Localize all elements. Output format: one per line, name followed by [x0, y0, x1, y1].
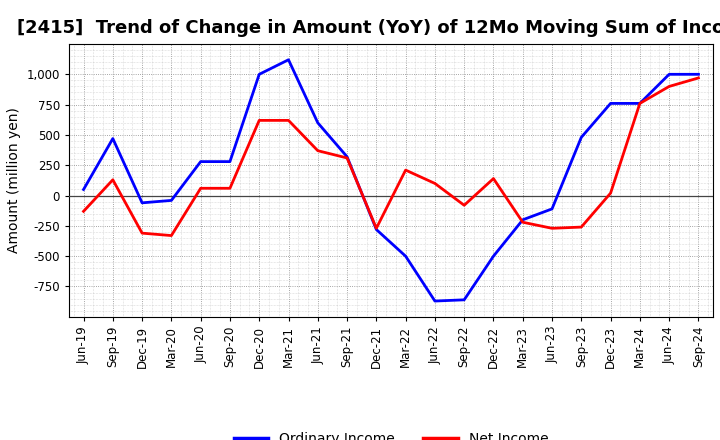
Ordinary Income [225, 159, 234, 164]
Title: [2415]  Trend of Change in Amount (YoY) of 12Mo Moving Sum of Incomes: [2415] Trend of Change in Amount (YoY) o… [17, 19, 720, 37]
Ordinary Income [109, 136, 117, 141]
Ordinary Income [606, 101, 615, 106]
Net Income [284, 118, 293, 123]
Net Income [109, 177, 117, 183]
Ordinary Income [636, 101, 644, 106]
Net Income [518, 220, 527, 225]
Net Income [577, 224, 585, 230]
Ordinary Income [489, 253, 498, 259]
Net Income [343, 155, 351, 161]
Ordinary Income [138, 200, 146, 205]
Y-axis label: Amount (million yen): Amount (million yen) [7, 107, 21, 253]
Legend: Ordinary Income, Net Income: Ordinary Income, Net Income [228, 427, 554, 440]
Ordinary Income [401, 253, 410, 259]
Net Income [694, 75, 703, 81]
Ordinary Income [577, 135, 585, 140]
Net Income [460, 202, 469, 208]
Net Income [79, 209, 88, 214]
Net Income [138, 231, 146, 236]
Net Income [225, 186, 234, 191]
Ordinary Income [313, 120, 322, 125]
Ordinary Income [548, 206, 557, 212]
Net Income [197, 186, 205, 191]
Net Income [548, 226, 557, 231]
Net Income [313, 148, 322, 153]
Ordinary Income [167, 198, 176, 203]
Line: Net Income: Net Income [84, 78, 698, 235]
Ordinary Income [284, 57, 293, 62]
Ordinary Income [665, 72, 673, 77]
Ordinary Income [255, 72, 264, 77]
Ordinary Income [518, 217, 527, 223]
Line: Ordinary Income: Ordinary Income [84, 60, 698, 301]
Ordinary Income [372, 227, 381, 232]
Ordinary Income [460, 297, 469, 302]
Net Income [255, 118, 264, 123]
Net Income [489, 176, 498, 181]
Net Income [636, 101, 644, 106]
Net Income [401, 168, 410, 173]
Net Income [665, 84, 673, 89]
Net Income [372, 226, 381, 231]
Ordinary Income [343, 154, 351, 159]
Net Income [431, 181, 439, 186]
Ordinary Income [431, 298, 439, 304]
Net Income [606, 191, 615, 196]
Ordinary Income [79, 187, 88, 192]
Ordinary Income [197, 159, 205, 164]
Ordinary Income [694, 72, 703, 77]
Net Income [167, 233, 176, 238]
